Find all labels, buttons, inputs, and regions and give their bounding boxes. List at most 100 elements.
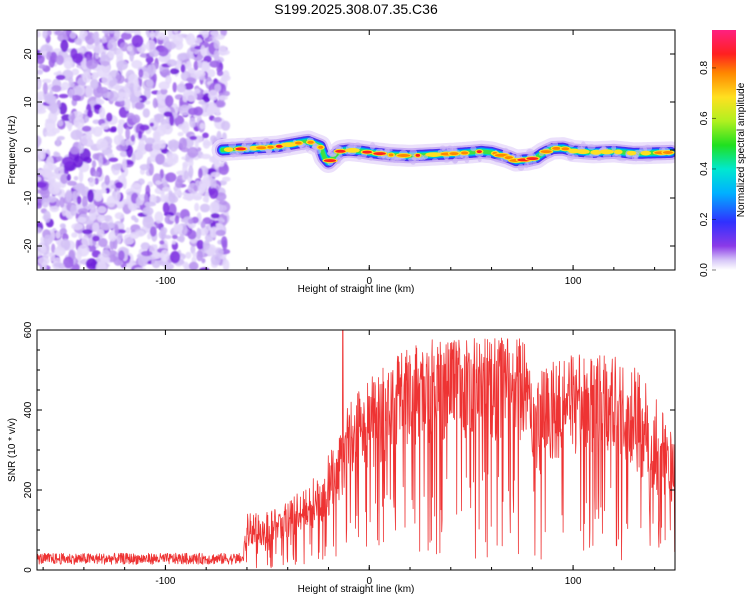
noise-speck (149, 226, 157, 237)
noise-speck (76, 248, 82, 262)
snr-y-tick-label: 400 (23, 401, 34, 418)
noise-speck (78, 47, 84, 53)
noise-speck (138, 95, 147, 103)
noise-speck (185, 33, 196, 46)
ridge-core-yellow (576, 149, 590, 155)
noise-speck (40, 189, 51, 199)
noise-speck (194, 88, 201, 94)
noise-speck (66, 173, 71, 182)
noise-speck (170, 250, 181, 264)
noise-speck (71, 85, 83, 98)
noise-speck (96, 138, 109, 151)
noise-speckle-region (37, 30, 231, 270)
noise-speck (49, 252, 56, 262)
noise-speck (159, 260, 169, 267)
ridge-halo (532, 160, 537, 166)
noise-speck (72, 190, 79, 203)
ridge-core-yellow (626, 150, 637, 156)
ridge-halo (368, 156, 373, 161)
noise-speck (208, 187, 219, 199)
ridge-halo (347, 144, 357, 149)
noise-speck (145, 202, 150, 215)
noise-speck (209, 226, 218, 238)
noise-speck (96, 65, 107, 78)
snr-line (37, 330, 675, 569)
noise-speck (177, 132, 184, 137)
noise-speck (92, 235, 100, 242)
noise-speck (118, 250, 125, 261)
noise-speck (159, 240, 165, 245)
noise-speck (104, 175, 110, 186)
snr-series (37, 330, 675, 569)
noise-speck (98, 155, 103, 168)
noise-speck (72, 94, 81, 102)
noise-speck (41, 197, 49, 208)
noise-speck (134, 102, 144, 110)
colorbar-ticks: 0.0 0.2 0.4 0.6 0.8 (699, 61, 716, 277)
spectrogram-y-tick-label: -20 (23, 238, 34, 253)
noise-speck (59, 227, 67, 236)
snr-panel: -100 0 100 0 200 400 600 Height of straight li… (7, 321, 676, 595)
noise-speck (156, 90, 162, 103)
noise-speck (186, 77, 196, 82)
snr-ticks: -100 0 100 0 200 400 600 (23, 321, 675, 587)
noise-speck (167, 30, 173, 37)
noise-speck (67, 122, 73, 132)
noise-speck (215, 100, 226, 108)
snr-x-tick-label: -100 (155, 576, 175, 587)
noise-speck (218, 217, 224, 225)
noise-speck (82, 71, 92, 83)
noise-speck (130, 134, 136, 142)
noise-speck (70, 147, 80, 155)
spectrogram-y-tick-label: 0 (23, 147, 34, 153)
noise-speck (199, 122, 205, 130)
noise-speck (116, 144, 128, 152)
noise-speck (117, 232, 123, 241)
noise-speck (216, 130, 222, 142)
noise-speck (140, 250, 153, 257)
noise-speck (70, 129, 83, 141)
noise-speck (208, 102, 218, 114)
ridge-core-yellow (640, 150, 651, 156)
noise-speck (222, 259, 230, 270)
noise-speck (71, 232, 78, 238)
noise-speck (187, 218, 194, 224)
noise-speck (37, 136, 41, 149)
noise-speck (70, 204, 77, 216)
ridge-halo (618, 158, 627, 162)
noise-speck (200, 153, 212, 160)
noise-speck (202, 30, 209, 39)
noise-speck (189, 135, 198, 141)
noise-speck (55, 54, 64, 66)
noise-speck (71, 223, 84, 231)
noise-speck (183, 82, 194, 90)
noise-speck (187, 229, 197, 240)
noise-speck (202, 132, 209, 139)
noise-speck (187, 146, 199, 158)
noise-speck (115, 181, 124, 189)
noise-speck (95, 97, 102, 103)
noise-speck (196, 227, 202, 240)
noise-speck (189, 117, 196, 128)
noise-speck (160, 249, 170, 262)
noise-speck (154, 211, 164, 224)
noise-speck (210, 254, 221, 266)
colorbar-gradient (712, 30, 736, 270)
noise-speck (109, 238, 115, 251)
noise-speck (44, 119, 56, 132)
noise-speck (185, 60, 192, 71)
noise-speck (37, 256, 50, 266)
noise-speck (134, 217, 139, 223)
noise-speck (107, 39, 118, 52)
noise-speck (49, 205, 60, 213)
noise-speck (37, 81, 42, 88)
noise-speck (109, 80, 115, 88)
noise-speck (126, 144, 133, 158)
noise-speck (147, 64, 157, 76)
ridge-core-red (397, 154, 411, 157)
noise-speck (213, 49, 220, 62)
noise-speck (60, 174, 69, 184)
ridge-core-red (540, 150, 552, 154)
noise-speck (219, 200, 228, 206)
